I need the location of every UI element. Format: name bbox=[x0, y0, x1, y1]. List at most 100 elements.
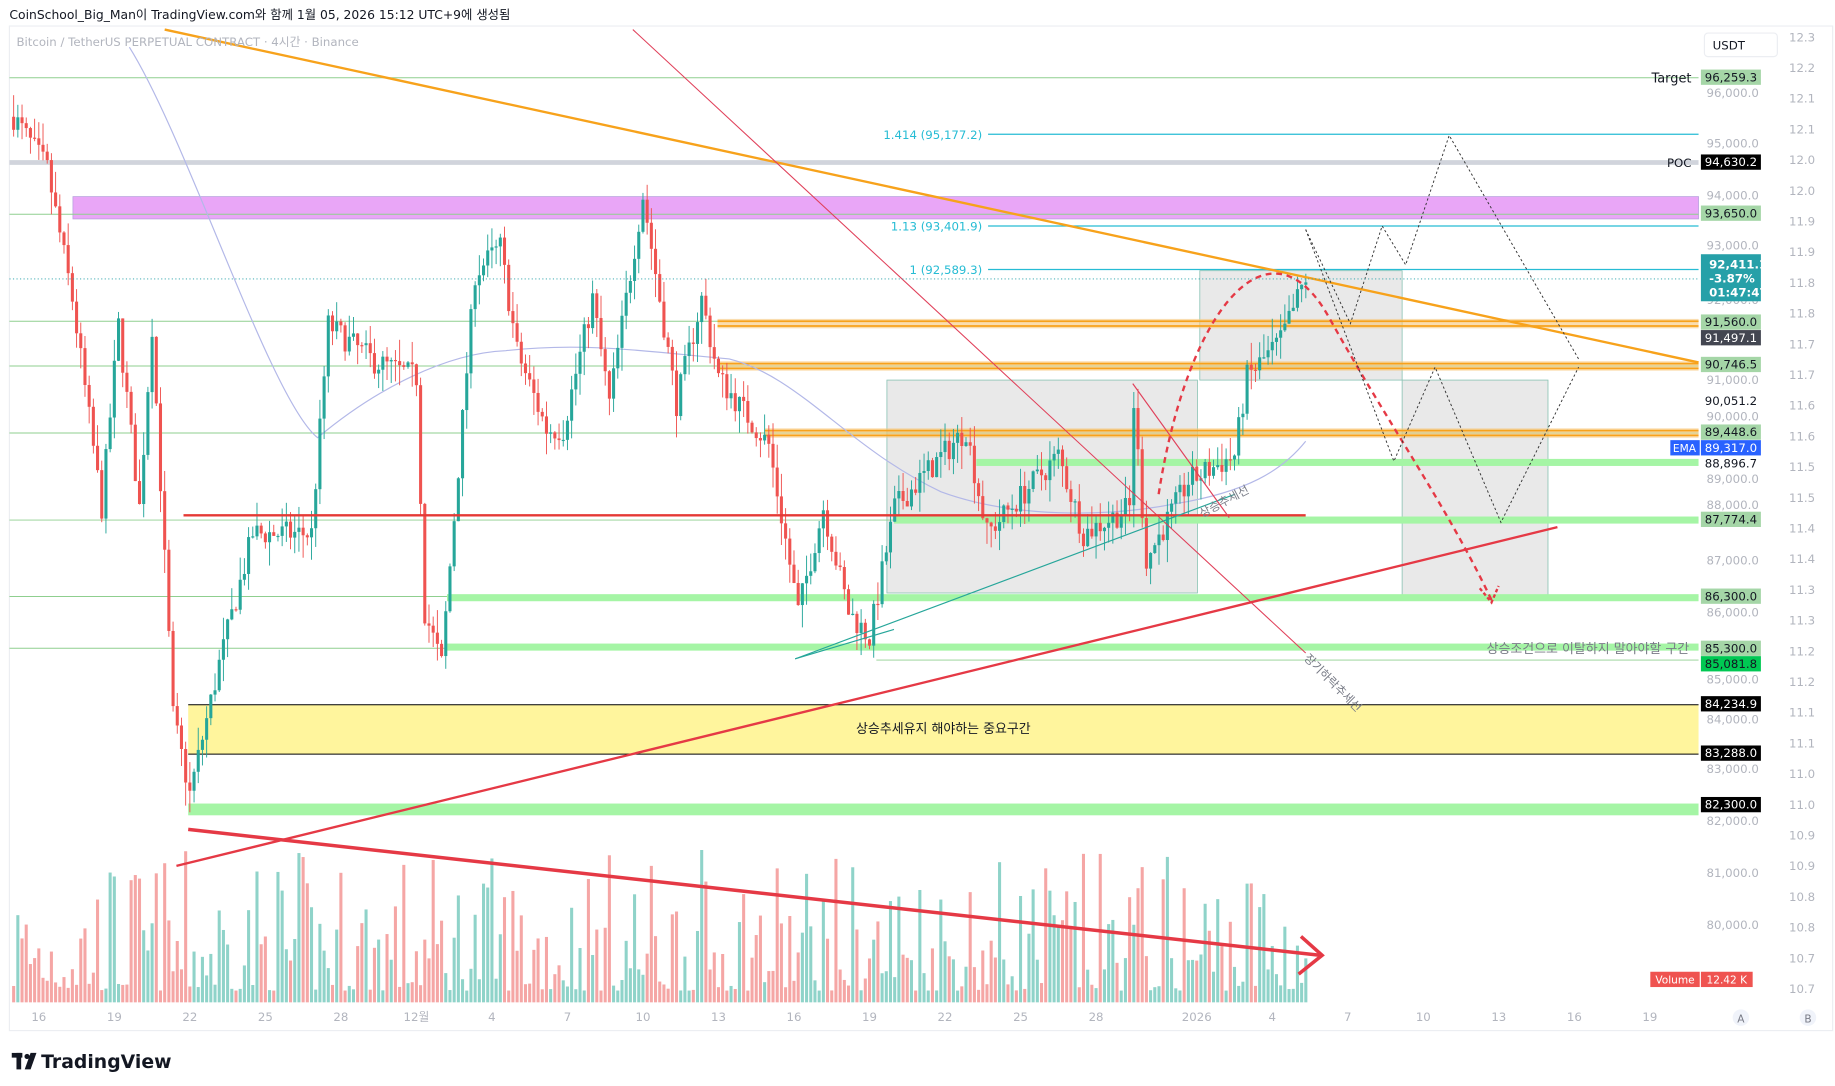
candle-body bbox=[1207, 461, 1211, 476]
candle-body bbox=[461, 410, 465, 479]
green-level-band[interactable] bbox=[893, 516, 1699, 524]
candle-body bbox=[129, 391, 133, 425]
candle-body bbox=[1031, 471, 1035, 489]
volume-bar bbox=[523, 984, 528, 1003]
volume-bar bbox=[540, 989, 544, 1003]
green-level-band[interactable] bbox=[446, 594, 1699, 602]
long-downtrend-line[interactable] bbox=[632, 29, 1307, 654]
secondary-axis[interactable]: 12.3 12.2 12.1 12.1 12.0 12.0 11.9 11.9 11.8 11.8… bbox=[1789, 30, 1815, 996]
candle-body bbox=[809, 571, 813, 576]
candle-body bbox=[813, 553, 817, 572]
candle-body bbox=[977, 483, 981, 497]
volume-bar bbox=[767, 971, 771, 1003]
green-level-band[interactable] bbox=[188, 803, 1699, 816]
volume-bar bbox=[658, 981, 662, 1003]
candle-body bbox=[398, 361, 402, 366]
candle-body bbox=[1132, 408, 1136, 506]
log-scale-button[interactable]: B bbox=[1799, 1009, 1817, 1026]
candle-body bbox=[1035, 469, 1039, 472]
candle-body bbox=[863, 622, 867, 640]
volume-bar bbox=[922, 973, 926, 1003]
candle-body bbox=[817, 528, 821, 554]
teal-uptrend-line[interactable] bbox=[794, 493, 1236, 660]
volume-bar bbox=[45, 980, 49, 1003]
gray-range-box-3[interactable] bbox=[1401, 379, 1549, 596]
volume-bar bbox=[716, 987, 721, 1003]
secondary-tick-label: 11.7 bbox=[1789, 368, 1815, 382]
red-ascending-trendline[interactable] bbox=[176, 525, 1558, 868]
orange-level-band[interactable] bbox=[717, 318, 1699, 329]
candle-body bbox=[1128, 497, 1132, 506]
volume-bar bbox=[112, 876, 116, 1003]
volume-bar bbox=[33, 958, 37, 1003]
candle-body bbox=[339, 321, 343, 326]
price-tick-label: 88,000.0 bbox=[1706, 498, 1758, 512]
red-volume-down-arrow[interactable] bbox=[188, 827, 1320, 958]
volume-bar bbox=[200, 956, 204, 1003]
candle-body bbox=[662, 301, 666, 338]
secondary-tick-label: 11.3 bbox=[1789, 583, 1815, 597]
secondary-tick-label: 11.1 bbox=[1789, 736, 1815, 750]
volume-bar bbox=[431, 859, 435, 1003]
volume-bar bbox=[171, 971, 175, 1003]
volume-bar bbox=[356, 946, 360, 1003]
volume-bar bbox=[733, 988, 737, 1003]
candle-body bbox=[1195, 466, 1199, 481]
volume-bar bbox=[96, 899, 100, 1003]
candle-body bbox=[775, 467, 779, 497]
volume-bar bbox=[721, 953, 725, 1003]
price-axis[interactable]: 96,259.3 94,630.2 93,650.0 91,560.0 91,497.1… bbox=[1700, 69, 1761, 933]
orange-level-band[interactable] bbox=[717, 361, 1699, 371]
volume-bar bbox=[553, 974, 557, 1003]
volume-bar bbox=[515, 950, 519, 1003]
currency-button[interactable]: USDT bbox=[1703, 32, 1778, 58]
symbol-legend[interactable]: Bitcoin / TetherUS PERPETUAL CONTRACT · … bbox=[16, 35, 358, 49]
pink-resistance-zone[interactable] bbox=[72, 196, 1699, 220]
orange-descending-trendline[interactable] bbox=[164, 28, 1699, 364]
candle-body bbox=[742, 396, 746, 402]
volume-bar bbox=[511, 890, 515, 1003]
candle-body bbox=[368, 343, 372, 354]
key-yellow-zone[interactable] bbox=[188, 704, 1699, 755]
candle-body bbox=[1065, 466, 1069, 490]
volume-bar bbox=[87, 983, 91, 1003]
candle-body bbox=[326, 315, 330, 377]
candle-body bbox=[565, 420, 569, 440]
black-dotted-path-upper[interactable] bbox=[1305, 134, 1579, 360]
volume-bar bbox=[1232, 966, 1237, 1003]
time-axis[interactable]: 16 19 22 25 28 12월 4 7 10 13 16 19 22 25 28 2026 4 7 10 13 1… bbox=[31, 1010, 1657, 1024]
black-dotted-path-lower[interactable] bbox=[1305, 229, 1579, 524]
volume-bar bbox=[163, 863, 167, 1003]
candle-body bbox=[507, 264, 511, 312]
candle-body bbox=[20, 117, 24, 124]
price-level-label: 96,259.3 bbox=[1705, 70, 1757, 84]
volume-bar bbox=[758, 915, 762, 1003]
candle-body bbox=[972, 445, 976, 484]
volume-bar bbox=[1245, 883, 1249, 1003]
volume-bar bbox=[364, 909, 368, 1003]
trendlines bbox=[9, 28, 1699, 976]
price-level-label-bg bbox=[1700, 656, 1761, 672]
candle-body bbox=[1174, 492, 1178, 504]
candle-body bbox=[1123, 497, 1127, 517]
green-level-band[interactable] bbox=[976, 458, 1699, 466]
candle-body bbox=[419, 385, 423, 504]
candle-body bbox=[1115, 512, 1119, 528]
candle-body bbox=[989, 522, 993, 527]
orange-level-band[interactable] bbox=[764, 428, 1699, 438]
auto-scale-button[interactable]: A bbox=[1732, 1009, 1750, 1026]
candle-body bbox=[167, 549, 171, 631]
candle-body bbox=[1216, 465, 1220, 468]
candle-body bbox=[473, 285, 477, 310]
candle-body bbox=[1157, 534, 1161, 546]
volume-bar bbox=[54, 982, 58, 1003]
volume-bar bbox=[469, 968, 473, 1003]
volume-bar bbox=[167, 920, 171, 1003]
volume-bar bbox=[448, 990, 452, 1003]
volume-bar bbox=[884, 971, 888, 1003]
candle-body bbox=[1039, 469, 1044, 476]
candle-body bbox=[238, 579, 242, 610]
time-tick-label: 2026 bbox=[1182, 1010, 1212, 1024]
tradingview-logo[interactable]: TradingView bbox=[11, 1052, 172, 1073]
